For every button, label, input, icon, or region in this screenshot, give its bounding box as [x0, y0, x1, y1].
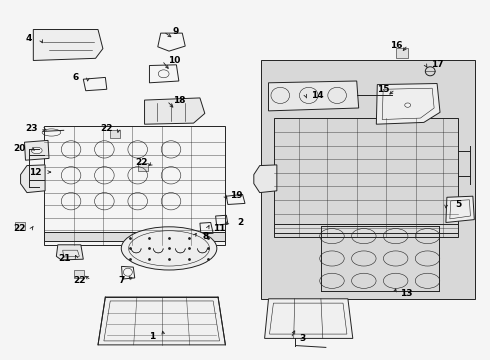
FancyBboxPatch shape [396, 48, 408, 58]
Text: 19: 19 [230, 191, 243, 199]
Polygon shape [56, 245, 83, 260]
Text: 22: 22 [100, 124, 113, 133]
Text: 16: 16 [390, 40, 402, 49]
Text: 22: 22 [73, 276, 86, 284]
Text: 3: 3 [300, 334, 306, 343]
Polygon shape [446, 196, 474, 222]
Bar [274, 118, 458, 237]
FancyBboxPatch shape [15, 222, 24, 230]
Text: 12: 12 [29, 167, 42, 176]
Text: 13: 13 [400, 289, 413, 298]
Polygon shape [376, 84, 440, 124]
Ellipse shape [122, 227, 217, 270]
Polygon shape [21, 165, 45, 193]
Text: 9: 9 [172, 27, 179, 36]
Ellipse shape [405, 103, 411, 107]
Text: 23: 23 [25, 124, 38, 133]
FancyBboxPatch shape [110, 130, 120, 138]
Text: 1: 1 [149, 332, 155, 341]
Bar [274, 224, 458, 233]
Polygon shape [265, 299, 353, 338]
Polygon shape [24, 140, 49, 160]
FancyBboxPatch shape [138, 163, 148, 171]
Polygon shape [269, 81, 359, 111]
Text: 2: 2 [237, 218, 243, 227]
Text: 5: 5 [455, 200, 461, 209]
Polygon shape [261, 60, 475, 299]
Text: 15: 15 [377, 85, 390, 94]
Polygon shape [254, 165, 277, 193]
Ellipse shape [158, 70, 169, 78]
Ellipse shape [31, 147, 42, 154]
Text: 20: 20 [13, 144, 26, 153]
Text: 21: 21 [58, 254, 71, 263]
Text: 8: 8 [203, 233, 209, 242]
Text: 22: 22 [135, 158, 147, 167]
Text: 6: 6 [73, 73, 79, 82]
Text: 18: 18 [172, 96, 185, 105]
Text: 17: 17 [431, 59, 443, 68]
Text: 7: 7 [118, 276, 125, 285]
Text: 4: 4 [25, 34, 32, 43]
Polygon shape [98, 297, 225, 345]
Bar [44, 126, 225, 245]
Polygon shape [145, 98, 205, 124]
FancyBboxPatch shape [74, 270, 84, 278]
Bar [44, 232, 225, 241]
Text: 22: 22 [13, 224, 26, 233]
Text: 14: 14 [311, 91, 324, 100]
Polygon shape [33, 30, 103, 60]
Text: 10: 10 [168, 56, 180, 65]
Text: 11: 11 [213, 224, 226, 233]
